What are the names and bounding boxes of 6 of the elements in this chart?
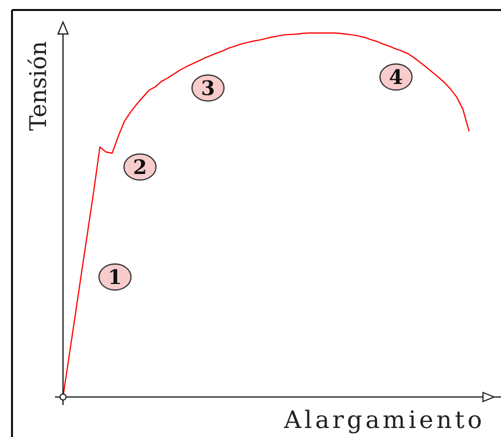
annotation: 4 bbox=[389, 65, 404, 89]
x-axis-title: Alargamiento bbox=[283, 406, 482, 434]
annotation: 3 bbox=[201, 76, 215, 100]
y-axis-title: Tensión bbox=[26, 40, 52, 131]
annotation: 2 bbox=[133, 155, 147, 179]
annotation: 1 bbox=[108, 265, 122, 289]
